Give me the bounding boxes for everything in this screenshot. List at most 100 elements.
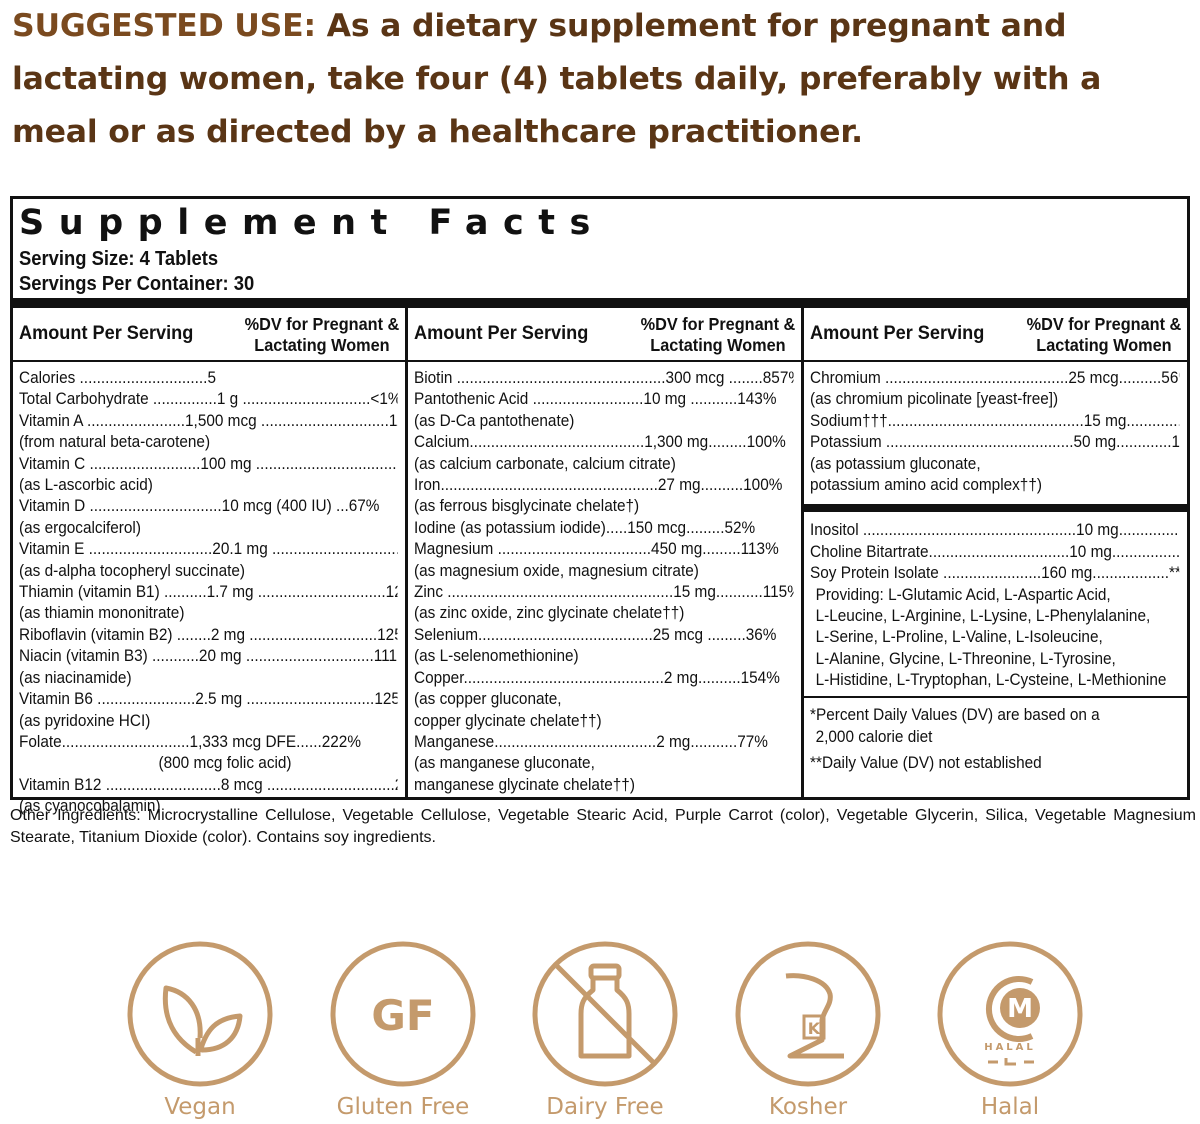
facts-row: L-Serine, L-Proline, L-Valine, L-Isoleuc… [815, 628, 1103, 647]
leaf-icon [127, 941, 273, 1087]
facts-row: (as magnesium oxide, magnesium citrate) [414, 561, 699, 580]
facts-row: Riboflavin (vitamin B2) ........2 mg ...… [19, 625, 398, 644]
facts-row: (800 mcg folic acid) [158, 754, 292, 773]
servings-per-container: Servings Per Container: 30 [19, 273, 255, 295]
suggested-use-text: As a dietary supplement for pregnant and… [12, 8, 1102, 150]
facts-divider [13, 298, 1187, 308]
facts-row: Pantothenic Acid .......................… [414, 390, 777, 409]
facts-row: (as pyridoxine HCI) [19, 711, 151, 730]
facts-row: Copper..................................… [414, 668, 780, 687]
badge-label: Halal [980, 1094, 1040, 1120]
certification-badges: Vegan GF Gluten Free Dairy Free K Kosher [0, 940, 1200, 1124]
facts-row: Zinc ...................................… [414, 583, 794, 602]
dv-footnote: *Percent Daily Values (DV) are based on … [810, 704, 1179, 748]
facts-row: potassium amino acid complex††) [810, 476, 1042, 495]
facts-row: Iron....................................… [414, 476, 783, 495]
dv-header-line2: Lactating Women [650, 335, 786, 355]
facts-row: Sodium†††...............................… [810, 411, 1180, 430]
facts-row: (as niacinamide) [19, 668, 132, 687]
facts-column-1: Amount Per Serving %DV for Pregnant & Lac… [13, 308, 405, 815]
facts-row: (as cyanocobalamin) [19, 797, 161, 816]
kosher-icon: K [735, 941, 881, 1087]
facts-row: L-Leucine, L-Arginine, L-Lysine, L-Pheny… [815, 607, 1151, 626]
badge-label: Kosher [768, 1094, 848, 1120]
serving-size: Serving Size: 4 Tablets [19, 248, 219, 270]
notes-divider [804, 695, 1187, 698]
facts-row: Biotin .................................… [414, 369, 794, 387]
facts-row: (as calcium carbonate, calcium citrate) [414, 454, 676, 473]
facts-row: Niacin (vitamin B3) ...........20 mg ...… [19, 647, 398, 666]
column-1-rows: Calories ..............................5… [19, 368, 399, 818]
column-header: Amount Per Serving %DV for Pregnant & Lac… [13, 308, 405, 362]
dv-header: %DV for Pregnant & Lactating Women [244, 314, 399, 356]
facts-row: (as d-alpha tocopheryl succinate) [19, 561, 246, 580]
amount-header: Amount Per Serving [19, 322, 194, 344]
facts-row: Total Carbohydrate ...............1 g ..… [19, 390, 398, 409]
facts-column-3: Amount Per Serving %DV for Pregnant & Lac… [804, 308, 1187, 797]
kosher-glyph: K [808, 1019, 821, 1038]
other-ingredients: Other Ingredients: Microcrystalline Cell… [10, 807, 1196, 846]
facts-row: Magnesium ..............................… [414, 540, 779, 559]
facts-row: (from natural beta-carotene) [19, 433, 211, 452]
badge-label: Dairy Free [546, 1094, 664, 1120]
facts-row: Iodine (as potassium iodide).....150 mcg… [414, 518, 756, 537]
dv-not-established-note: **Daily Value (DV) not established [810, 753, 1042, 772]
halal-glyph: M [1007, 994, 1033, 1024]
facts-row: (as copper gluconate, [414, 690, 562, 709]
supplement-facts-panel: Supplement Facts Serving Size: 4 Tablets… [10, 196, 1190, 815]
facts-row: Vitamin A .......................1,500 m… [19, 411, 398, 430]
dv-header-line2: Lactating Women [254, 335, 390, 355]
dv-header: %DV for Pregnant & Lactating Women [640, 314, 795, 356]
dairy-free-badge: Dairy Free [530, 940, 680, 1120]
dv-header-line1: %DV for Pregnant & [640, 314, 795, 334]
facts-row: copper glycinate chelate††) [414, 711, 602, 730]
facts-row: Vitamin E .............................2… [19, 540, 397, 559]
facts-row: Vitamin D ..............................… [19, 497, 380, 516]
facts-row: (as chromium picolinate [yeast-free]) [810, 390, 1059, 409]
dv-header-line2: Lactating Women [1036, 335, 1172, 355]
amount-header: Amount Per Serving [810, 322, 985, 344]
facts-row: L-Histidine, L-Tryptophan, L-Cysteine, L… [815, 671, 1167, 690]
facts-row: Choline Bitartrate......................… [810, 542, 1180, 561]
column-rule [405, 308, 408, 797]
suggested-use: SUGGESTED USE: As a dietary supplement f… [12, 0, 1197, 159]
facts-row: (as D-Ca pantothenate) [414, 411, 575, 430]
facts-row: Calcium.................................… [414, 433, 786, 452]
gf-icon: GF [330, 941, 476, 1087]
dv-header-line1: %DV for Pregnant & [244, 314, 399, 334]
facts-row: Folate..............................1,33… [19, 732, 361, 751]
column-3-bottom-rows: Inositol ...............................… [810, 520, 1181, 691]
kosher-badge: K Kosher [733, 940, 883, 1120]
halal-badge: M HALAL Halal [935, 940, 1085, 1120]
facts-row: Potassium ..............................… [810, 433, 1180, 452]
dv-header: %DV for Pregnant & Lactating Women [1026, 314, 1181, 356]
column-3-divider [804, 504, 1187, 513]
badge-label: Gluten Free [336, 1094, 470, 1120]
facts-row: Calories ..............................5 [19, 369, 216, 387]
column-header: Amount Per Serving %DV for Pregnant & Lac… [804, 308, 1187, 362]
facts-row: (as ferrous bisglycinate chelate†) [414, 497, 640, 516]
gluten-free-badge: GF Gluten Free [328, 940, 478, 1120]
facts-row: manganese glycinate chelate††) [414, 775, 635, 794]
dv-header-line1: %DV for Pregnant & [1026, 314, 1181, 334]
halal-icon: M HALAL [937, 941, 1083, 1087]
facts-row: Vitamin B6 .......................2.5 mg… [19, 690, 398, 709]
facts-row: Manganese...............................… [414, 732, 768, 751]
facts-row: Providing: L-Glutamic Acid, L-Aspartic A… [815, 585, 1111, 604]
facts-row: (as potassium gluconate, [810, 454, 981, 473]
column-rule [801, 308, 804, 797]
halal-sub: HALAL [984, 1042, 1036, 1053]
facts-row: L-Alanine, Glycine, L-Threonine, L-Tyros… [815, 649, 1116, 668]
dv-footnote-line2: 2,000 calorie diet [815, 727, 933, 746]
column-3-top-rows: Chromium ...............................… [810, 368, 1181, 496]
facts-row: (as manganese gluconate, [414, 754, 595, 773]
vegan-badge: Vegan [125, 940, 275, 1120]
facts-row: Thiamin (vitamin B1) ..........1.7 mg ..… [19, 583, 398, 602]
column-header: Amount Per Serving %DV for Pregnant & Lac… [408, 308, 801, 362]
milk-bottle-crossed-icon [532, 941, 678, 1087]
column-2-rows: Biotin .................................… [414, 368, 795, 796]
facts-row: (as L-selenomethionine) [414, 647, 579, 666]
amount-header: Amount Per Serving [414, 322, 589, 344]
facts-title: Supplement Facts [19, 203, 605, 243]
column-3-rows: Chromium ...............................… [804, 368, 1187, 774]
